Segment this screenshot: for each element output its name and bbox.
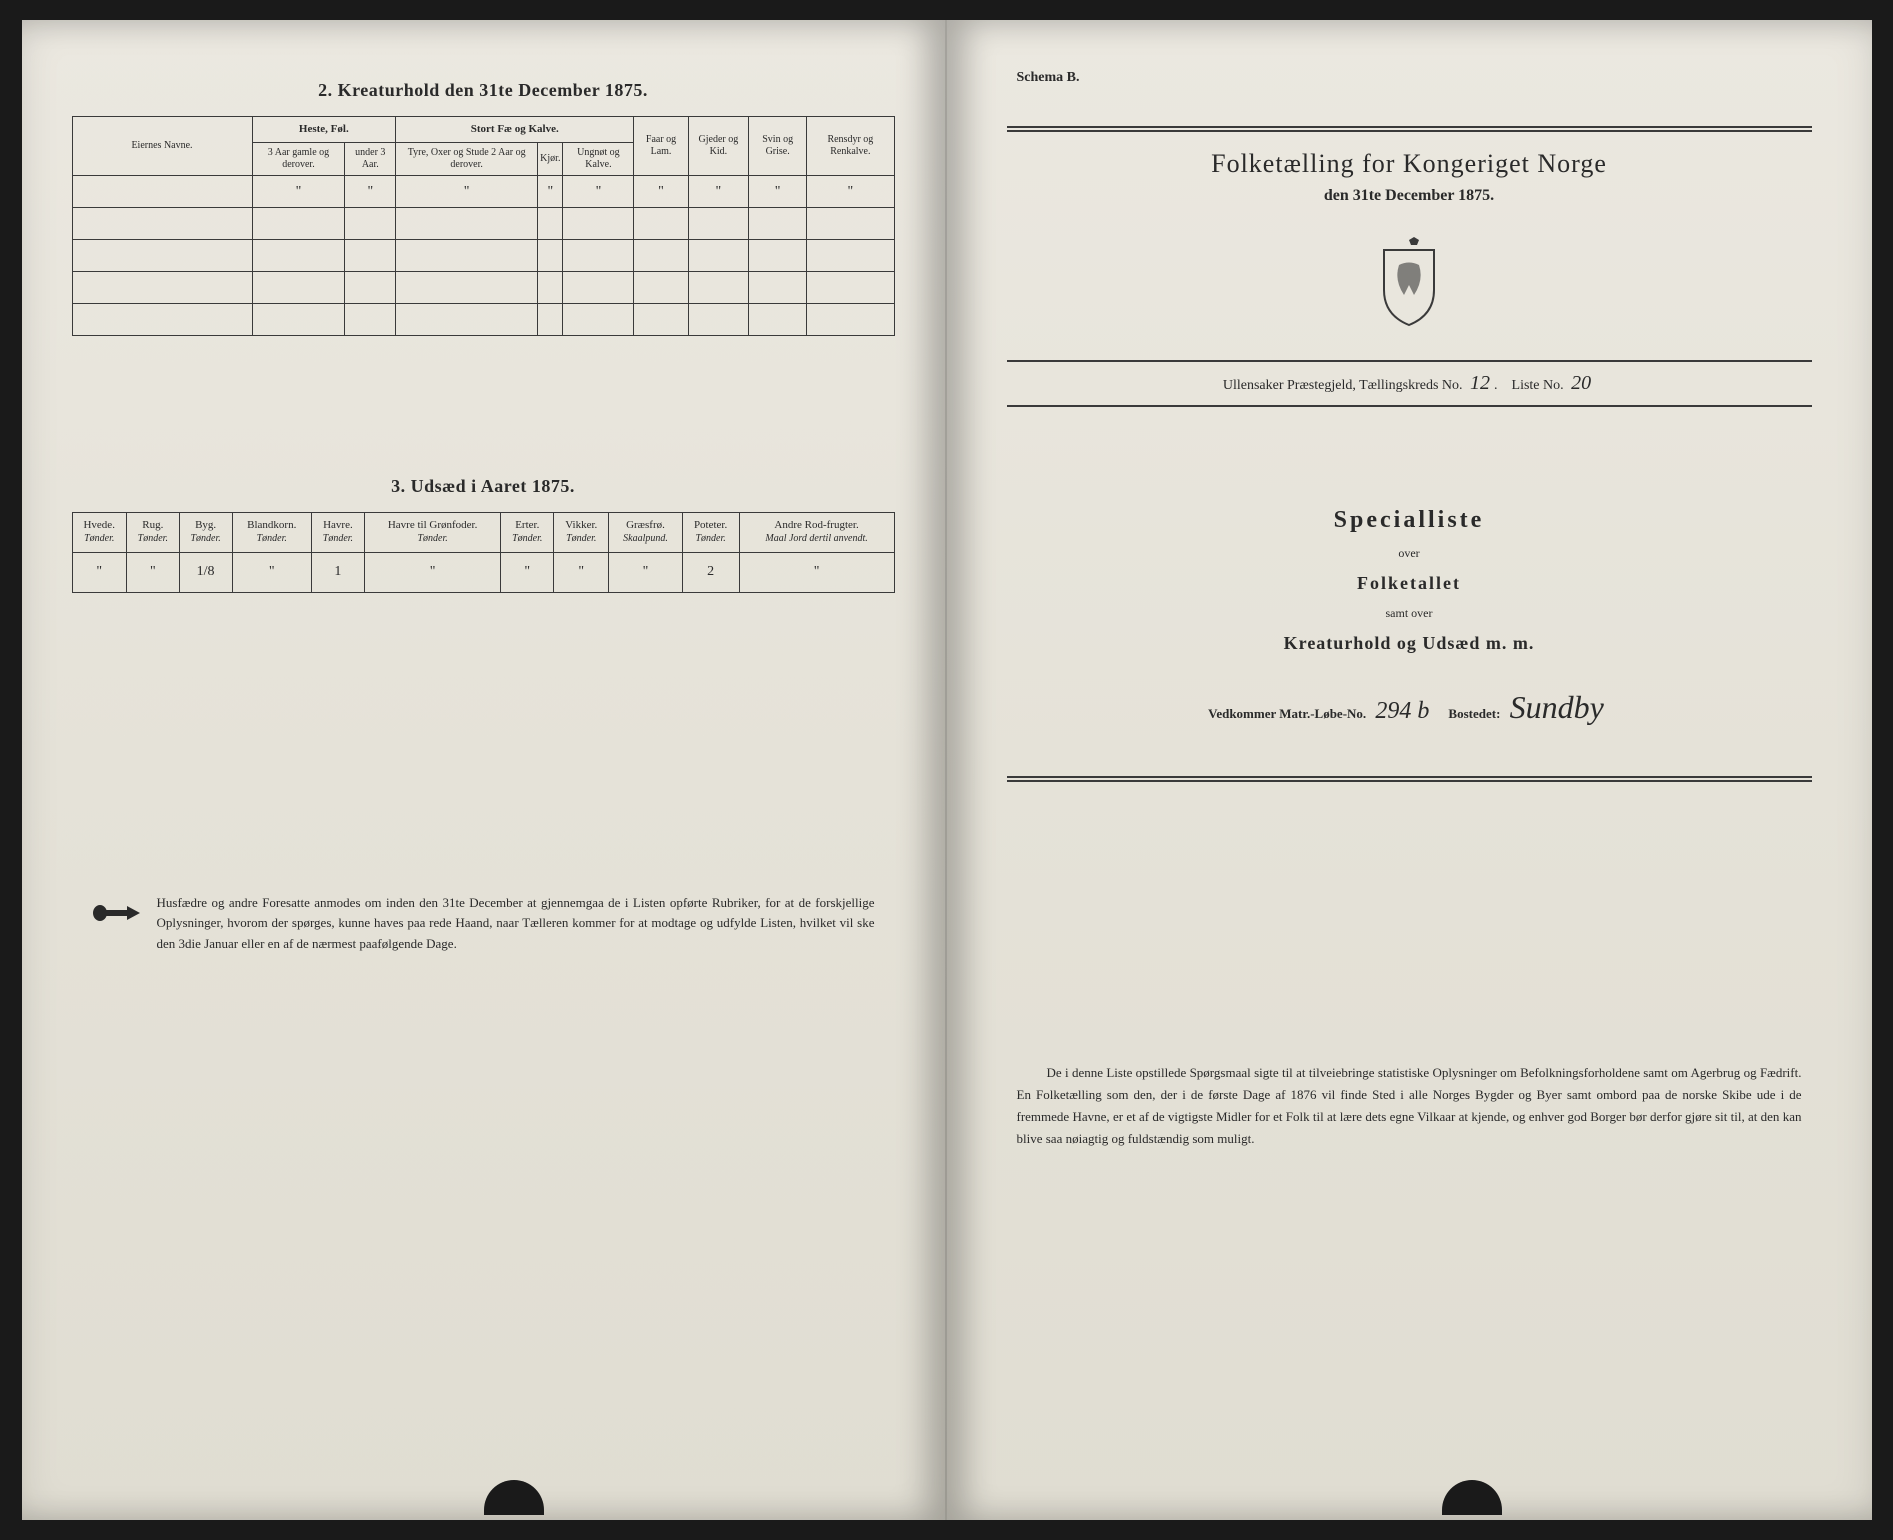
- seed-table: Hvede.Tønder. Rug.Tønder. Byg.Tønder. Bl…: [72, 512, 895, 592]
- right-page: Schema B. Folketælling for Kongeriget No…: [947, 20, 1872, 1520]
- seed-h-3: Blandkorn.Tønder.: [232, 513, 312, 552]
- col-faar: Faar og Lam.: [634, 117, 688, 176]
- col-stort-0: Tyre, Oxer og Stude 2 Aar og derover.: [396, 143, 538, 176]
- folketallet-title: Folketallet: [1007, 573, 1812, 594]
- specialliste-title: Specialliste: [1007, 507, 1812, 534]
- col-gjeder: Gjeder og Kid.: [688, 117, 748, 176]
- seed-h-9: Poteter.Tønder.: [682, 513, 739, 552]
- liste-value: 20: [1567, 372, 1595, 394]
- instruction-text: Husfædre og andre Foresatte anmodes om i…: [157, 893, 875, 955]
- district-line: Ullensaker Præstegjeld, Tællingskreds No…: [1007, 360, 1812, 407]
- table-row: " " " " " " " " ": [72, 176, 894, 208]
- col-stort-2: Ungnøt og Kalve.: [563, 143, 634, 176]
- table-row: [72, 208, 894, 240]
- coat-of-arms-icon: [1369, 235, 1449, 330]
- divider: [1007, 780, 1812, 782]
- matr-value: 294 b: [1369, 698, 1435, 724]
- over-text: over: [1007, 546, 1812, 561]
- kreatur-title: Kreaturhold og Udsæd m. m.: [1007, 633, 1812, 654]
- prestegjeld-label: Ullensaker Præstegjeld, Tællingskreds No…: [1223, 378, 1463, 393]
- seed-h-8: Græsfrø.Skaalpund.: [609, 513, 682, 552]
- col-rensdyr: Rensdyr og Renkalve.: [807, 117, 894, 176]
- matr-label: Vedkommer Matr.-Løbe-No.: [1208, 706, 1366, 721]
- seed-h-1: Rug.Tønder.: [126, 513, 179, 552]
- main-title: Folketælling for Kongeriget Norge: [1007, 149, 1812, 179]
- bostedet-value: Sundby: [1504, 689, 1610, 725]
- samt-text: samt over: [1007, 606, 1812, 621]
- seed-h-7: Vikker.Tønder.: [554, 513, 609, 552]
- col-stort: Stort Fæ og Kalve.: [396, 117, 634, 143]
- col-heste-1: under 3 Aar.: [345, 143, 396, 176]
- divider: [1007, 130, 1812, 132]
- schema-label: Schema B.: [1017, 70, 1812, 86]
- kreds-value: 12: [1466, 372, 1494, 394]
- seed-h-5: Havre til Grønfoder.Tønder.: [364, 513, 501, 552]
- seed-h-0: Hvede.Tønder.: [72, 513, 126, 552]
- section2-title: 2. Kreaturhold den 31te December 1875.: [72, 80, 895, 101]
- col-svin: Svin og Grise.: [749, 117, 807, 176]
- table-row: [72, 240, 894, 272]
- col-heste-0: 3 Aar gamle og derover.: [252, 143, 345, 176]
- table-row: [72, 272, 894, 304]
- table-row: [72, 304, 894, 336]
- section3-title: 3. Udsæd i Aaret 1875.: [72, 476, 895, 497]
- bostedet-label: Bostedet:: [1448, 706, 1500, 721]
- seed-h-4: Havre.Tønder.: [312, 513, 365, 552]
- seed-h-2: Byg.Tønder.: [179, 513, 232, 552]
- col-heste: Heste, Føl.: [252, 117, 396, 143]
- livestock-table: Eiernes Navne. Heste, Føl. Stort Fæ og K…: [72, 116, 895, 336]
- liste-label: Liste No.: [1512, 378, 1564, 393]
- col-stort-1: Kjør.: [538, 143, 563, 176]
- col-eier: Eiernes Navne.: [72, 117, 252, 176]
- divider: [1007, 126, 1812, 128]
- table-row: " " 1/8 " 1 " " " " 2 ": [72, 552, 894, 592]
- bottom-paragraph: De i denne Liste opstillede Spørgsmaal s…: [1007, 1062, 1812, 1150]
- document-spread: 2. Kreaturhold den 31te December 1875. E…: [22, 20, 1872, 1520]
- seed-h-10: Andre Rod-frugter.Maal Jord dertil anven…: [739, 513, 894, 552]
- subtitle-date: den 31te December 1875.: [1007, 187, 1812, 205]
- seed-h-6: Erter.Tønder.: [501, 513, 554, 552]
- instruction-block: Husfædre og andre Foresatte anmodes om i…: [72, 893, 895, 955]
- left-page: 2. Kreaturhold den 31te December 1875. E…: [22, 20, 947, 1520]
- pointing-hand-icon: [92, 898, 142, 928]
- matr-line: Vedkommer Matr.-Løbe-No. 294 b Bostedet:…: [1007, 689, 1812, 726]
- divider: [1007, 776, 1812, 778]
